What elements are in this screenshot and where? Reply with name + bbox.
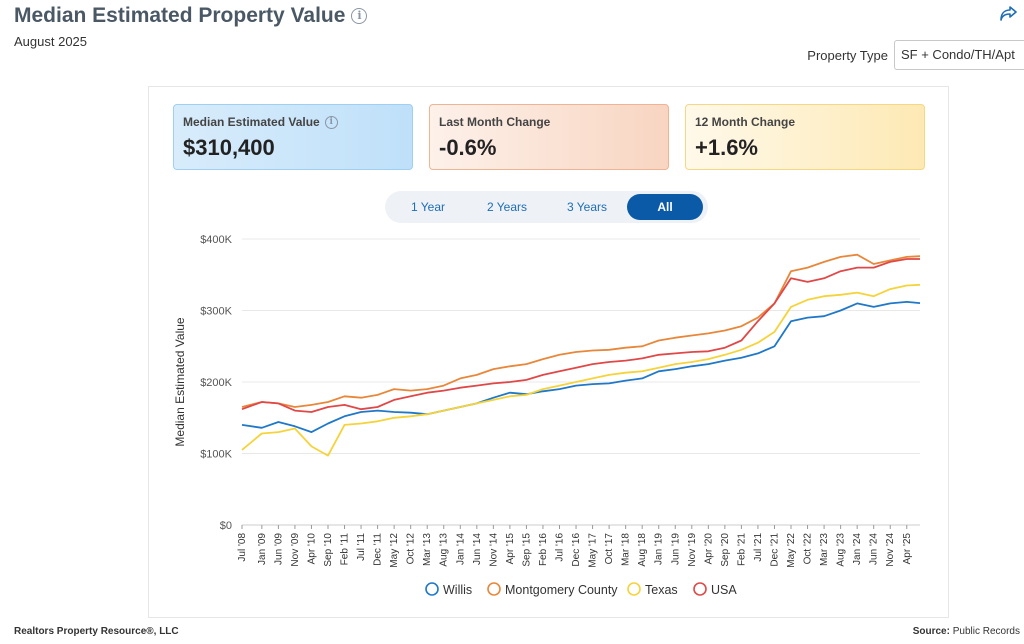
kpi-value: -0.6% [439, 135, 497, 160]
legend-item-texas[interactable]: Texas [627, 582, 678, 597]
page-title: Median Estimated Property Value i [14, 4, 368, 28]
footer-source: Source: Public Records [913, 626, 1020, 637]
footer-source-value: Public Records [952, 626, 1020, 637]
page-subtitle: August 2025 [14, 34, 88, 49]
legend-label: Texas [645, 583, 678, 597]
kpi-label: Last Month Change [439, 115, 551, 129]
kpi-last-month-change: Last Month Change -0.6% [429, 104, 669, 170]
tab-2-years[interactable]: 2 Years [486, 200, 528, 214]
kpi-median-value: Median Estimated Value i $310,400 [173, 104, 413, 170]
kpi-label-text: Median Estimated Value [183, 115, 320, 129]
kpi-value: +1.6% [695, 135, 758, 160]
legend-marker [487, 582, 501, 596]
tab-3-years[interactable]: 3 Years [566, 200, 608, 214]
legend-label: Willis [443, 583, 472, 597]
legend-marker [693, 582, 707, 596]
property-type-select[interactable]: SF + Condo/TH/Apt [894, 40, 1024, 70]
info-icon[interactable]: i [351, 8, 368, 24]
legend-label: Montgomery County [505, 583, 618, 597]
legend-label: USA [711, 583, 737, 597]
range-tabs: 1 Year 2 Years 3 Years All [385, 191, 708, 223]
kpi-12-month-change: 12 Month Change +1.6% [685, 104, 925, 170]
info-icon[interactable]: i [324, 115, 338, 129]
tab-all[interactable]: All [627, 194, 703, 220]
chart-card: Median Estimated Value i $310,400 Last M… [148, 86, 949, 618]
legend-item-willis[interactable]: Willis [425, 582, 472, 597]
share-icon[interactable] [998, 4, 1018, 24]
chart-legend: Willis Montgomery County Texas USA [425, 582, 737, 597]
footer-copyright: Realtors Property Resource®, LLC [14, 626, 179, 637]
legend-item-montgomery-county[interactable]: Montgomery County [487, 582, 618, 597]
page-title-text: Median Estimated Property Value [14, 4, 346, 27]
kpi-label: 12 Month Change [695, 115, 796, 129]
property-type-control: Property Type SF + Condo/TH/Apt [807, 40, 1024, 70]
footer-source-label: Source: [912, 626, 950, 637]
legend-marker [627, 582, 641, 596]
tab-1-year[interactable]: 1 Year [410, 200, 446, 214]
kpi-value: $310,400 [183, 135, 275, 160]
legend-item-usa[interactable]: USA [693, 582, 737, 597]
property-type-label: Property Type [807, 47, 888, 63]
legend-marker [425, 582, 439, 596]
kpi-label: Median Estimated Value i [183, 115, 403, 129]
